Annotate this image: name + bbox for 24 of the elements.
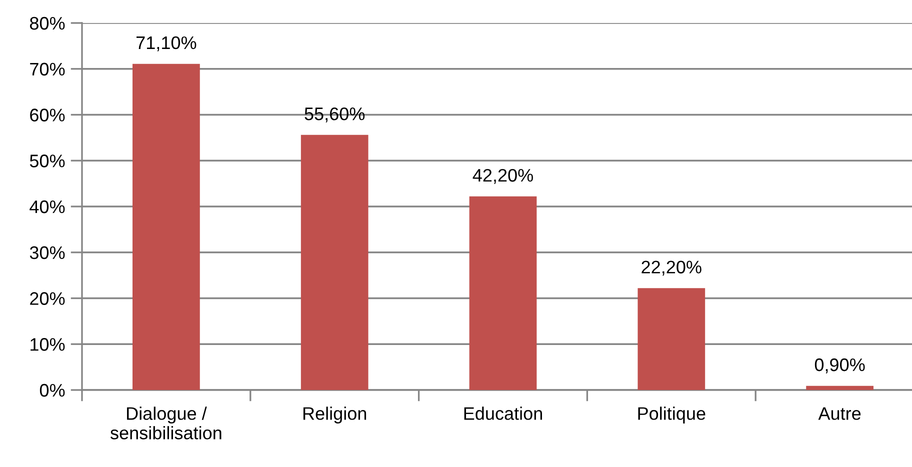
x-tick-label: Dialogue / sensibilisation: [110, 406, 222, 440]
bar: [638, 288, 706, 390]
bar: [806, 386, 874, 390]
data-label: 71,10%: [136, 36, 196, 52]
bar: [300, 134, 368, 390]
y-tick-label: 0%: [40, 384, 65, 397]
y-tick-label: 30%: [30, 246, 65, 260]
data-label: 0,90%: [814, 358, 865, 374]
x-tick-label: Politique: [638, 406, 706, 424]
data-label: 55,60%: [304, 107, 365, 122]
x-tick-label: Autre: [818, 407, 861, 420]
x-tick-label: Religion: [303, 406, 366, 424]
y-tick-label: 20%: [30, 292, 65, 305]
y-tick-label: 10%: [30, 338, 65, 351]
y-tick-label: 40%: [30, 200, 65, 214]
bar: [132, 64, 200, 390]
bar: [469, 196, 537, 390]
y-tick-label: 50%: [30, 154, 65, 168]
data-label: 42,20%: [472, 168, 533, 184]
data-label: 22,20%: [642, 260, 702, 276]
y-tick-label: 80%: [30, 16, 65, 30]
x-tick-label: Education: [464, 406, 542, 420]
y-tick-label: 60%: [30, 108, 65, 122]
y-tick-label: 70%: [30, 62, 65, 76]
